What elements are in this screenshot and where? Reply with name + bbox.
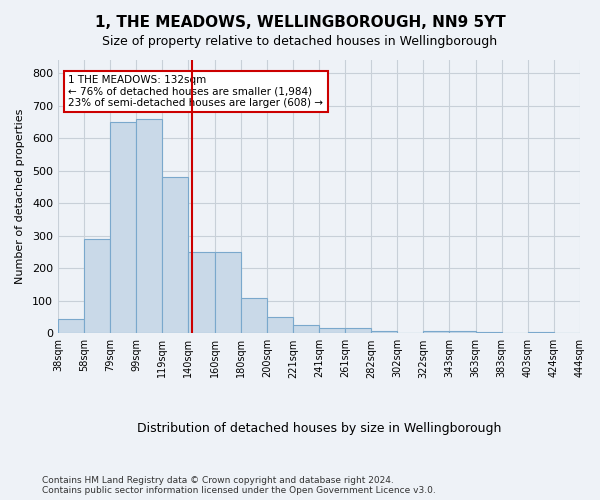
Bar	[345, 328, 371, 334]
Text: 1 THE MEADOWS: 132sqm
← 76% of detached houses are smaller (1,984)
23% of semi-d: 1 THE MEADOWS: 132sqm ← 76% of detached …	[68, 75, 323, 108]
Bar	[424, 330, 449, 334]
Bar	[371, 330, 397, 334]
Text: 1, THE MEADOWS, WELLINGBOROUGH, NN9 5YT: 1, THE MEADOWS, WELLINGBOROUGH, NN9 5YT	[95, 15, 505, 30]
Bar	[163, 177, 188, 334]
Text: Contains HM Land Registry data © Crown copyright and database right 2024.
Contai: Contains HM Land Registry data © Crown c…	[42, 476, 436, 495]
Bar	[58, 318, 84, 334]
Bar	[449, 330, 476, 334]
Text: Size of property relative to detached houses in Wellingborough: Size of property relative to detached ho…	[103, 35, 497, 48]
Bar	[188, 252, 215, 334]
Bar	[215, 252, 241, 334]
Bar	[241, 298, 267, 334]
Bar	[319, 328, 345, 334]
Y-axis label: Number of detached properties: Number of detached properties	[15, 109, 25, 284]
Bar	[136, 118, 163, 334]
Bar	[110, 122, 136, 334]
X-axis label: Distribution of detached houses by size in Wellingborough: Distribution of detached houses by size …	[137, 422, 501, 435]
Bar	[476, 332, 502, 334]
Bar	[267, 317, 293, 334]
Bar	[84, 239, 110, 334]
Bar	[293, 325, 319, 334]
Bar	[528, 332, 554, 334]
